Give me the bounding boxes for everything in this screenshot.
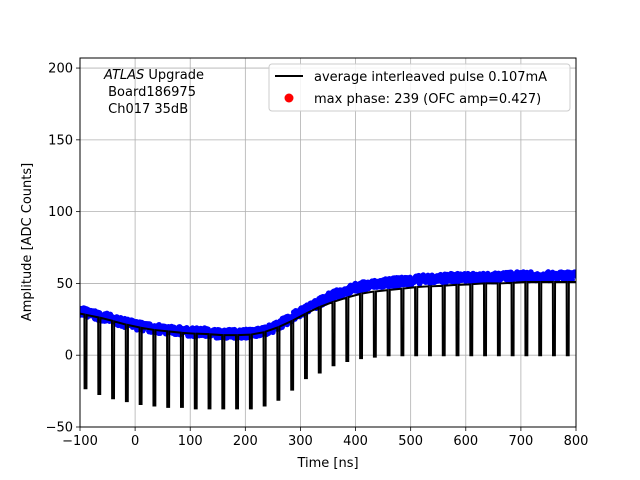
y-tick-label: −50 [46, 421, 73, 436]
x-tick-label: 600 [453, 434, 478, 449]
legend: average interleaved pulse 0.107mA max ph… [268, 63, 571, 112]
x-tick-label: 300 [288, 434, 313, 449]
legend-box [268, 63, 571, 112]
y-axis-label: Amplitude [ADC Counts] [20, 163, 35, 321]
annotation-line-1: ATLAS Upgrade [103, 68, 204, 83]
y-tick-label: 200 [48, 62, 73, 77]
x-tick-label: 700 [508, 434, 533, 449]
legend-label-average-pulse: average interleaved pulse 0.107mA [314, 70, 547, 85]
legend-marker-max-phase [284, 93, 294, 103]
annotation-upgrade: Upgrade [144, 68, 204, 83]
x-tick-label: 0 [131, 434, 139, 449]
annotation-line-3: Ch017 35dB [104, 102, 188, 117]
x-tick-label: −100 [62, 434, 98, 449]
x-tick-label: 200 [233, 434, 258, 449]
x-axis-label: Time [ns] [296, 456, 358, 471]
atlas-annotation: ATLAS Upgrade Board186975 Ch017 35dB [103, 68, 204, 117]
y-tick-label: 0 [65, 349, 73, 364]
annotation-line-2: Board186975 [104, 85, 196, 100]
plot-area [80, 269, 576, 410]
average-pulse-line [80, 280, 576, 410]
annotation-atlas: ATLAS [103, 68, 144, 83]
y-tick-label: 100 [48, 205, 73, 220]
x-tick-label: 500 [398, 434, 423, 449]
y-tick-label: 50 [56, 277, 73, 292]
axes-frame [79, 57, 577, 428]
y-tick-label: 150 [48, 133, 73, 148]
x-tick-label: 100 [178, 434, 203, 449]
x-tick-label: 800 [564, 434, 589, 449]
blue-sample-point [573, 272, 576, 279]
ticks: −100 0 100 200 300 400 500 600 700 800 −50 0 50 100 15… [46, 62, 589, 449]
x-tick-label: 400 [343, 434, 368, 449]
legend-label-max-phase: max phase: 239 (OFC amp=0.427) [314, 92, 541, 107]
